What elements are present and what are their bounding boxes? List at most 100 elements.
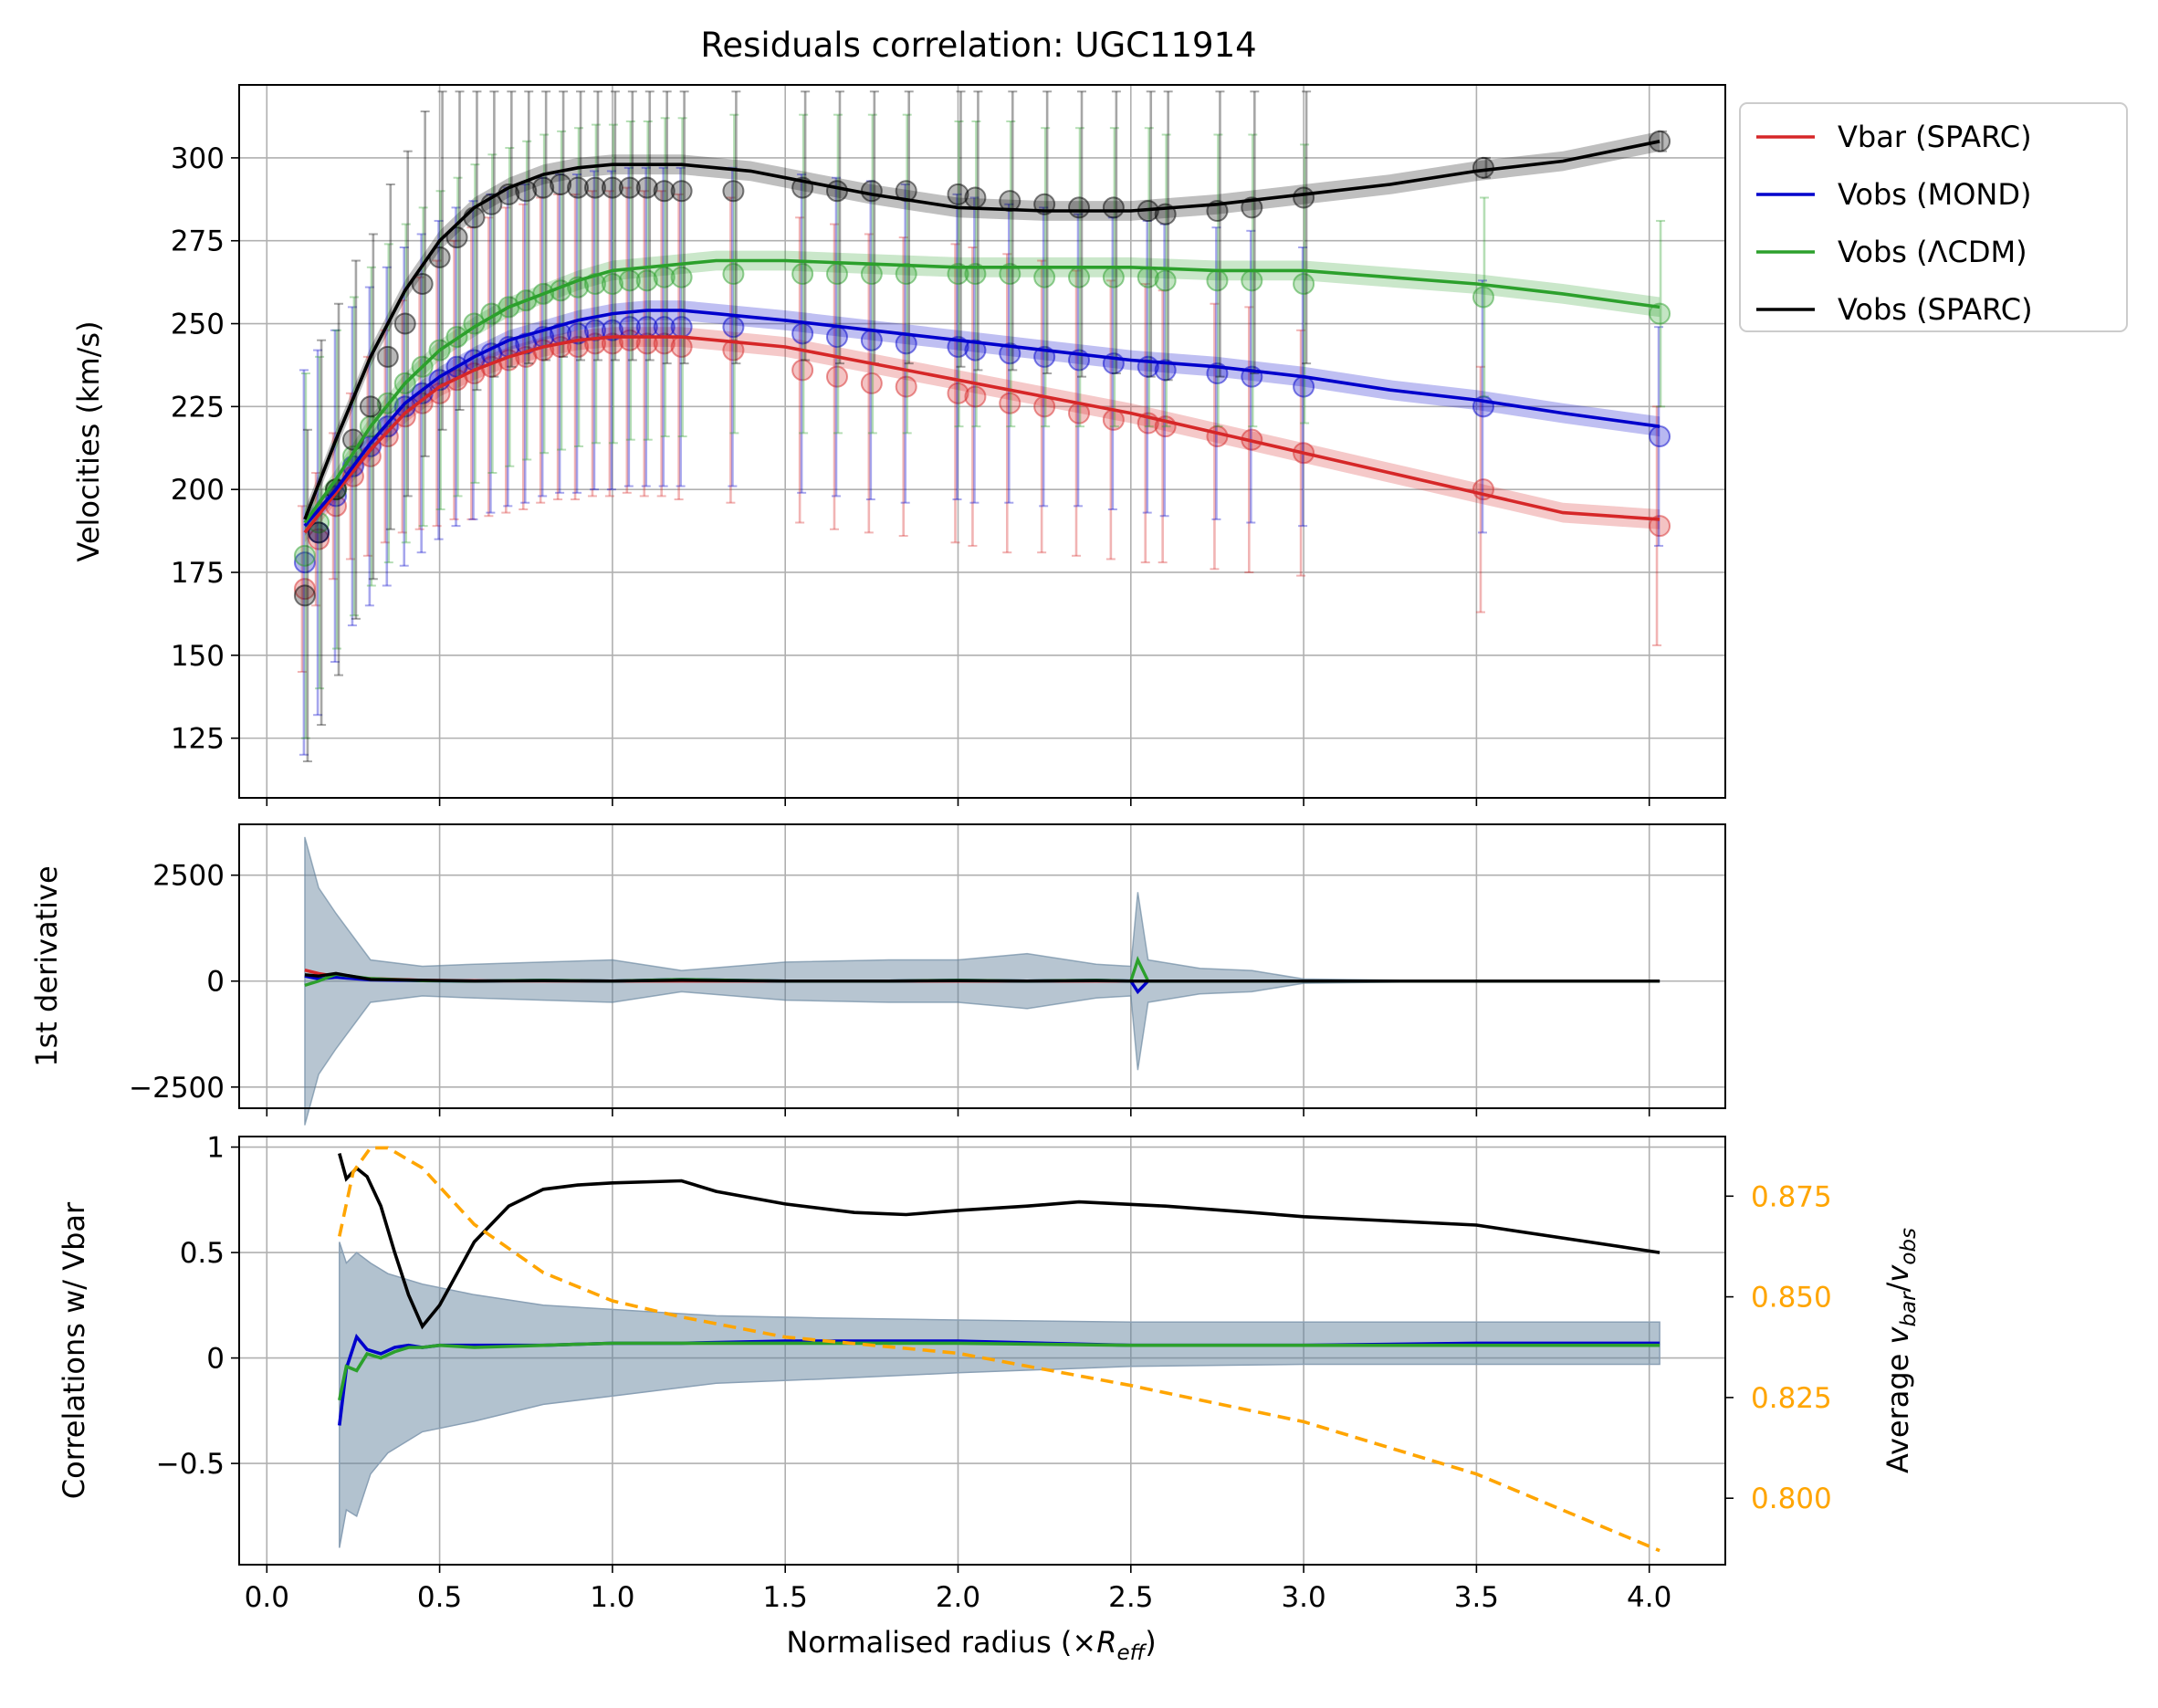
correlation-ytick-label: 0 [206, 1343, 225, 1376]
right-ytick-label: 0.875 [1751, 1180, 1832, 1213]
data-point [583, 272, 606, 295]
derivative-ylabel: 1st derivative [29, 865, 64, 1066]
data-point [293, 551, 316, 574]
legend-label-1: Vobs (MOND) [1838, 177, 2031, 212]
data-point [653, 180, 676, 203]
ratio-line [338, 1146, 1660, 1553]
correlation-panel: −0.5 0 0.5 1 0.0 0.5 1.0 1.5 2.0 2.5 3.0 3.5 4.0 Corr… [57, 1132, 1921, 1665]
data-point [722, 180, 745, 203]
data-point [583, 319, 606, 341]
data-point [532, 176, 555, 199]
legend-label-0: Vbar (SPARC) [1838, 120, 2032, 154]
data-point [825, 365, 848, 388]
correlation-line-2 [338, 1341, 1660, 1401]
data-point [722, 263, 745, 286]
data-point [1649, 425, 1671, 448]
data-point [550, 173, 572, 195]
correlation-band [339, 1242, 1660, 1548]
correlation-xtick-label: 3.0 [1281, 1581, 1325, 1614]
data-point [376, 345, 399, 368]
data-point [567, 176, 590, 199]
data-point [411, 272, 434, 295]
right-axis-label: Average vbar/vobs [1880, 1228, 1921, 1473]
right-ytick-label: 0.850 [1751, 1282, 1832, 1315]
data-series-1 [293, 166, 1671, 756]
correlation-xtick-label: 1.5 [763, 1581, 808, 1614]
correlation-xtick-label: 3.5 [1454, 1581, 1499, 1614]
data-point [1293, 186, 1315, 209]
data-point [293, 584, 316, 607]
velocity-ytick-label: 175 [171, 557, 225, 590]
data-point [895, 375, 917, 398]
fit-line-1 [303, 309, 1660, 528]
data-point [308, 528, 330, 550]
correlation-xtick-label: 2.0 [936, 1581, 980, 1614]
right-ytick-label: 0.825 [1751, 1382, 1832, 1415]
data-point [791, 263, 814, 286]
correlation-xtick-label: 4.0 [1627, 1581, 1671, 1614]
velocity-ytick-label: 150 [171, 640, 225, 673]
data-point [393, 312, 416, 335]
derivative-ytick-label: 0 [206, 966, 225, 999]
fit-line-0 [303, 335, 1660, 534]
fit-line-2 [303, 258, 1660, 524]
right-axis-label-v1: v [1880, 1326, 1915, 1344]
data-point [601, 272, 623, 295]
x-axis-label-close: ) [1145, 1625, 1156, 1660]
data-point [293, 578, 316, 601]
data-point [635, 269, 658, 292]
right-axis-label-v2: v [1880, 1264, 1915, 1283]
data-point [860, 263, 883, 286]
data-point [825, 180, 848, 203]
fit-line-3 [303, 140, 1660, 520]
legend-label-3: Vobs (SPARC) [1838, 292, 2033, 327]
data-point [601, 176, 623, 199]
data-point [1649, 302, 1671, 325]
right-axis-label-sub2: obs [1897, 1228, 1921, 1265]
velocity-ytick-label: 275 [171, 225, 225, 258]
data-point [445, 226, 468, 249]
correlation-ytick-label: −0.5 [156, 1448, 225, 1481]
data-point [964, 385, 987, 408]
data-point [1472, 286, 1494, 309]
data-point [376, 415, 399, 438]
data-point [947, 183, 969, 205]
fit-band-1 [304, 300, 1660, 536]
derivative-ytick-label: −2500 [129, 1072, 225, 1105]
x-axis-label-sub: eff [1116, 1641, 1147, 1665]
data-point [947, 382, 969, 404]
right-axis-label-sub1: bar [1897, 1291, 1921, 1327]
velocity-ytick-label: 300 [171, 142, 225, 175]
data-point [964, 339, 987, 362]
derivative-line-3 [304, 971, 1660, 983]
velocity-ytick-label: 250 [171, 309, 225, 341]
data-point [1206, 269, 1229, 292]
data-point [1154, 359, 1177, 382]
data-point [1068, 196, 1091, 219]
data-point [359, 395, 382, 418]
right-axis-label-slash: / [1880, 1282, 1915, 1292]
correlation-xtick-label: 0.5 [417, 1581, 462, 1614]
correlation-xtick-label: 2.5 [1108, 1581, 1153, 1614]
data-point [999, 392, 1021, 414]
velocity-frame [238, 84, 1726, 799]
x-axis-label: Normalised radius (×Reff) [786, 1625, 1156, 1665]
data-point [860, 180, 883, 203]
data-point [722, 339, 745, 362]
right-ytick-label: 0.800 [1751, 1483, 1832, 1515]
data-point [293, 544, 316, 567]
data-point [1472, 156, 1494, 179]
data-series-3 [293, 90, 1671, 763]
correlation-xtick-label: 0.0 [245, 1581, 289, 1614]
derivative-frame [238, 823, 1726, 1109]
velocity-ytick-label: 200 [171, 474, 225, 507]
data-point [1102, 266, 1125, 288]
legend: Vbar (SPARC) Vobs (MOND) Vobs (ΛCDM) Vobs (… [1739, 102, 2128, 332]
data-point [964, 186, 987, 209]
derivative-ytick-label: 2500 [152, 860, 225, 893]
data-point [825, 263, 848, 286]
fit-band-3 [304, 131, 1660, 529]
correlation-frame [238, 1136, 1726, 1566]
correlation-line-0 [338, 1153, 1660, 1330]
velocity-ylabel: Velocities (km/s) [71, 320, 106, 561]
